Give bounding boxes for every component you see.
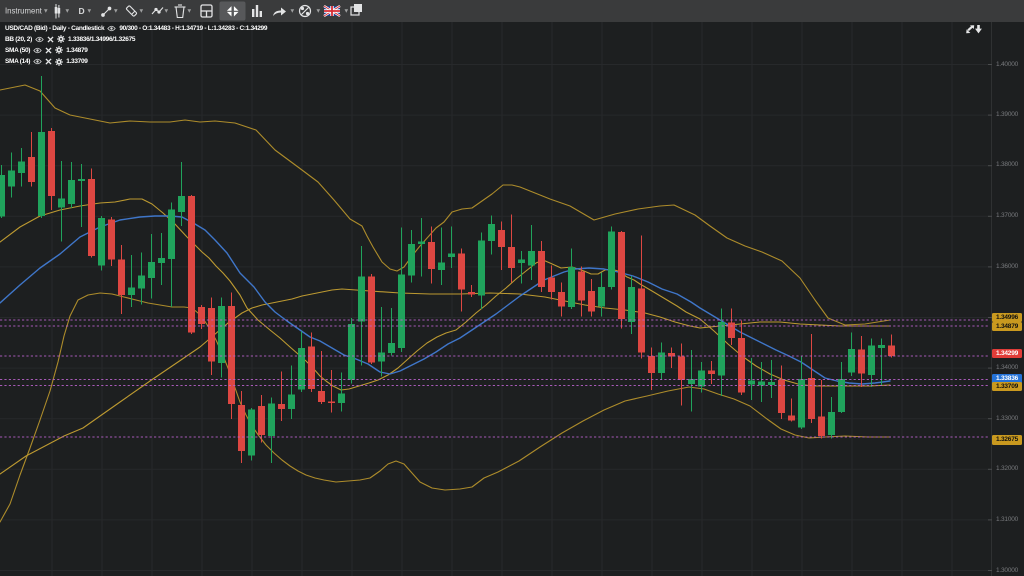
svg-text:Instrument: Instrument <box>5 7 43 16</box>
svg-text:D: D <box>79 6 85 16</box>
